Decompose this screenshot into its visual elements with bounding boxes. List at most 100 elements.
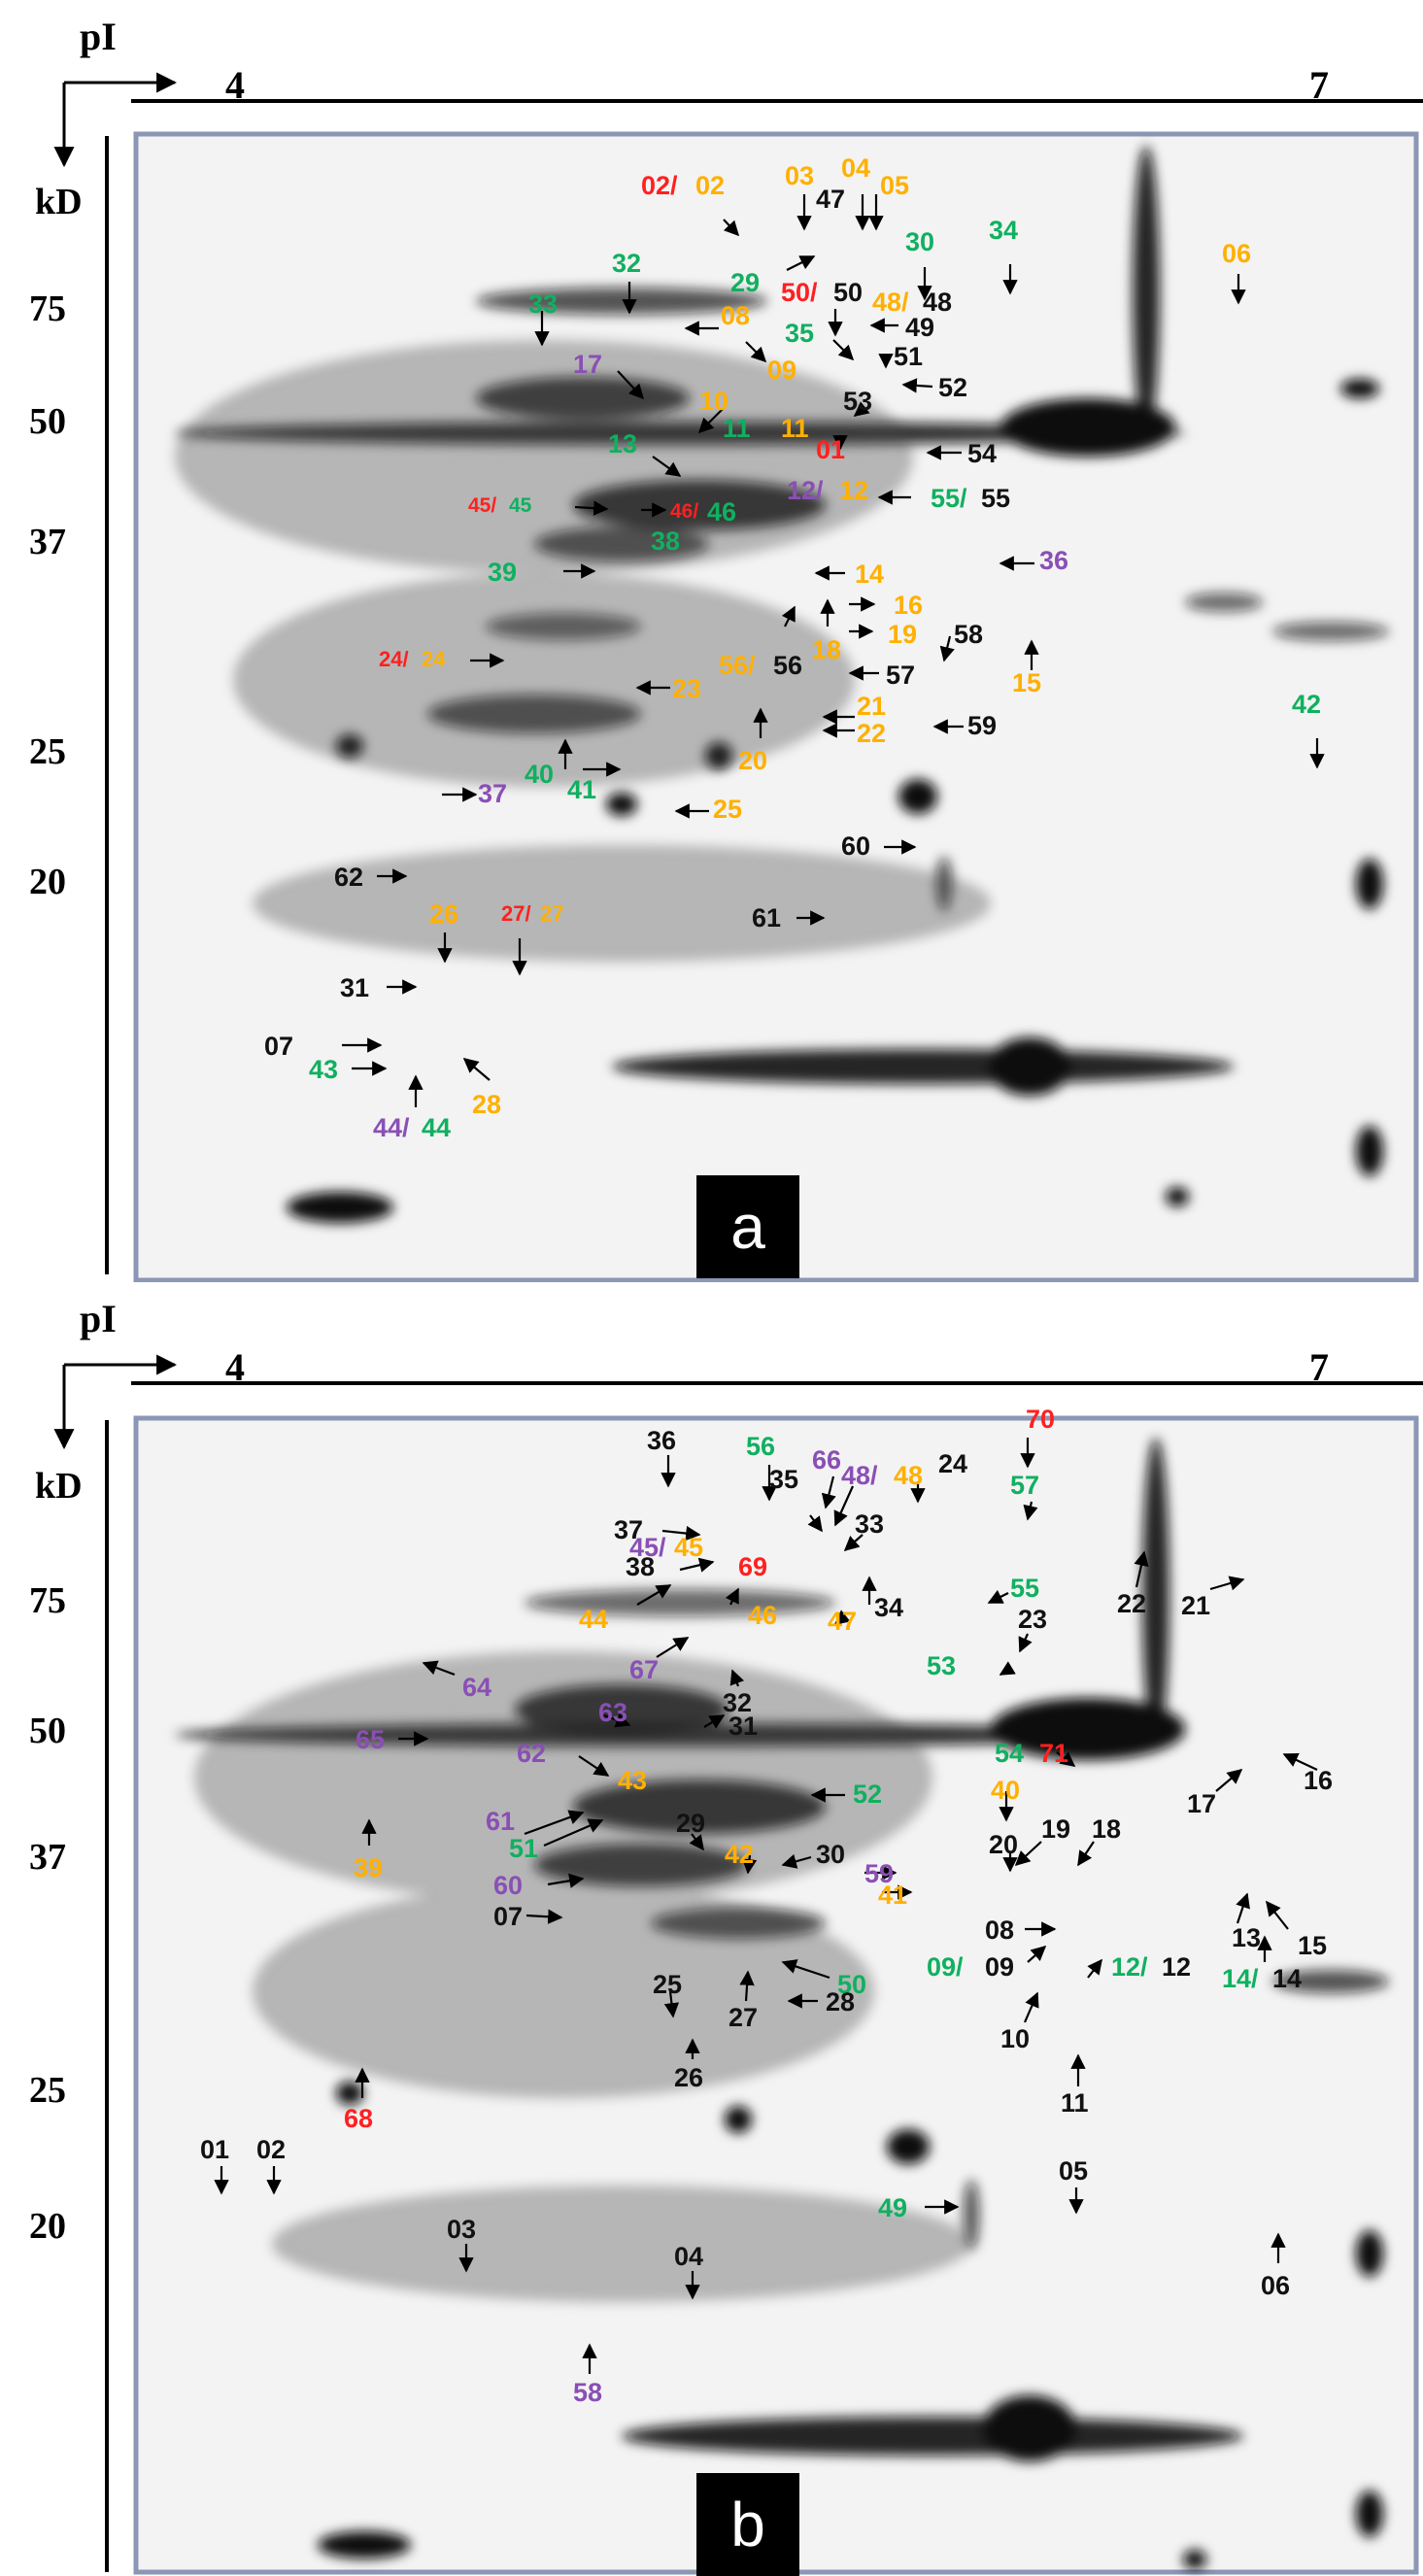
spot-label: 25: [653, 1970, 683, 1999]
spot-label: 13: [1232, 1923, 1262, 1952]
mw-marker: 20: [29, 2206, 66, 2247]
pi-axis-label: pI: [80, 1297, 117, 1340]
spot-label: 19: [888, 620, 918, 649]
spot-label: 64: [462, 1673, 492, 1702]
spot-label: 23: [672, 674, 702, 703]
spot-label: 33: [855, 1509, 885, 1539]
spot-label: 53: [927, 1651, 957, 1680]
gel-smear-a: [175, 340, 991, 962]
spot-label: 07: [493, 1902, 524, 1931]
spot-label: 50: [833, 278, 864, 307]
spot-label: 45/: [468, 494, 497, 517]
spot-label: 06: [1261, 2271, 1291, 2300]
mw-marker: 20: [29, 862, 66, 902]
spot-label: 58: [954, 620, 984, 649]
spot-label: 32: [612, 249, 642, 278]
spot-label: 46: [707, 497, 737, 526]
spot-label: 03: [447, 2215, 477, 2244]
spot-label: 29: [676, 1809, 706, 1838]
spot-label: 44/: [373, 1113, 410, 1142]
spot-label: 16: [894, 591, 924, 620]
gel-panel-a-graphics: [53, 72, 1423, 1282]
spot-label: 21: [1181, 1591, 1211, 1620]
annotation-arrows-b: [214, 1438, 1318, 2374]
spot-label: 27/: [501, 901, 531, 926]
spot-label: 32: [723, 1688, 753, 1717]
spot-label: 12: [839, 476, 869, 505]
spot-label: 34: [989, 216, 1019, 245]
spot-label: 19: [1041, 1814, 1071, 1844]
spot-label: 57: [1010, 1471, 1040, 1500]
spot-label: 38: [626, 1552, 656, 1581]
spot-label: 17: [573, 350, 603, 379]
spot-label: 11: [1061, 2088, 1089, 2118]
gel-panel-b-graphics: [53, 1354, 1423, 2576]
spot-label: 59: [864, 1859, 895, 1888]
spot-label: 50: [837, 1970, 867, 1999]
spot-label: 17: [1187, 1789, 1217, 1818]
pi-direction-arrow: [53, 72, 178, 168]
spot-label: 38: [651, 526, 681, 556]
pi-end-value: 7: [1309, 1345, 1329, 1389]
kd-axis-label: kD: [35, 182, 83, 222]
spot-label: 35: [785, 319, 815, 348]
spot-label: 04: [674, 2242, 704, 2271]
spot-label: 50/: [781, 278, 818, 307]
spot-label: 22: [1117, 1589, 1147, 1618]
spot-label: 20: [738, 746, 768, 775]
panel-letter: b: [696, 2473, 799, 2576]
spot-label: 56: [746, 1432, 776, 1461]
spot-label: 49: [905, 313, 935, 342]
spot-label: 66: [812, 1445, 842, 1474]
spot-label: 68: [344, 2104, 374, 2133]
spot-label: 09: [767, 356, 797, 385]
spot-label: 54: [967, 439, 998, 468]
spot-label: 22: [857, 719, 887, 748]
spot-label: 55/: [931, 484, 967, 513]
spot-label: 04: [841, 153, 871, 183]
spot-label: 36: [1039, 546, 1069, 575]
spot-label: 51: [894, 342, 924, 371]
spot-label: 53: [843, 387, 873, 416]
spot-label: 16: [1304, 1766, 1334, 1795]
spot-label: 18: [1092, 1814, 1122, 1844]
spot-label: 51: [509, 1834, 539, 1863]
spot-label: 05: [1059, 2156, 1089, 2186]
spot-label: 60: [841, 831, 871, 861]
spot-label: 40: [525, 760, 555, 789]
pi-start-value: 4: [225, 63, 245, 107]
spot-label: 47: [828, 1607, 858, 1636]
spot-label: 61: [486, 1807, 516, 1836]
spot-label: 59: [967, 711, 998, 740]
spot-label: 69: [738, 1552, 768, 1581]
spot-label: 27: [540, 901, 564, 926]
spot-label: 37: [478, 779, 508, 808]
spot-label: 45/: [629, 1533, 666, 1562]
spot-label: 09/: [927, 1952, 964, 1982]
spot-label: 45: [674, 1533, 704, 1562]
spot-label: 18: [812, 635, 842, 664]
mw-marker: 50: [29, 1711, 66, 1751]
spot-label: 02: [695, 171, 726, 200]
spot-label: 61: [752, 903, 782, 932]
spot-label: 47: [816, 185, 846, 214]
spot-label: 11: [723, 414, 751, 443]
spot-label: 70: [1026, 1405, 1056, 1434]
spot-label: 52: [938, 373, 968, 402]
spot-label: 58: [573, 2378, 603, 2407]
spot-label: 43: [618, 1766, 648, 1795]
kd-axis-label: kD: [35, 1466, 83, 1507]
spot-label: 46/: [670, 500, 699, 523]
spot-label: 25: [713, 795, 743, 824]
spot-label: 60: [493, 1871, 524, 1900]
spot-label: 39: [488, 558, 518, 587]
gel-panel-a: pI kD 4 7 75 50 37 25 20 a 02/ 02 03 04 …: [0, 0, 1423, 1282]
spot-label: 02: [256, 2135, 287, 2164]
spot-label: 42: [1292, 690, 1322, 719]
spot-label: 46: [748, 1601, 778, 1630]
mw-marker: 37: [29, 522, 66, 562]
spot-label: 23: [1018, 1605, 1048, 1634]
spot-label: 24/: [379, 647, 409, 671]
spot-label: 12: [1162, 1952, 1192, 1982]
spot-label: 36: [647, 1426, 677, 1455]
